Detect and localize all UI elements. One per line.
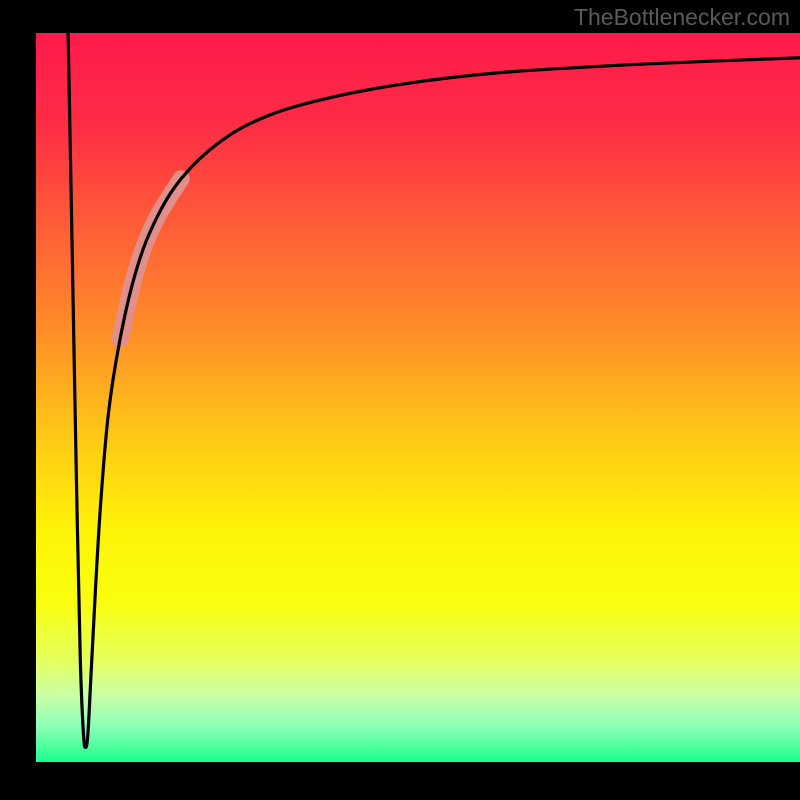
watermark-text: TheBottlenecker.com — [574, 4, 790, 31]
bottleneck-chart — [0, 0, 800, 800]
chart-container: TheBottlenecker.com — [0, 0, 800, 800]
plot-background — [36, 33, 800, 762]
